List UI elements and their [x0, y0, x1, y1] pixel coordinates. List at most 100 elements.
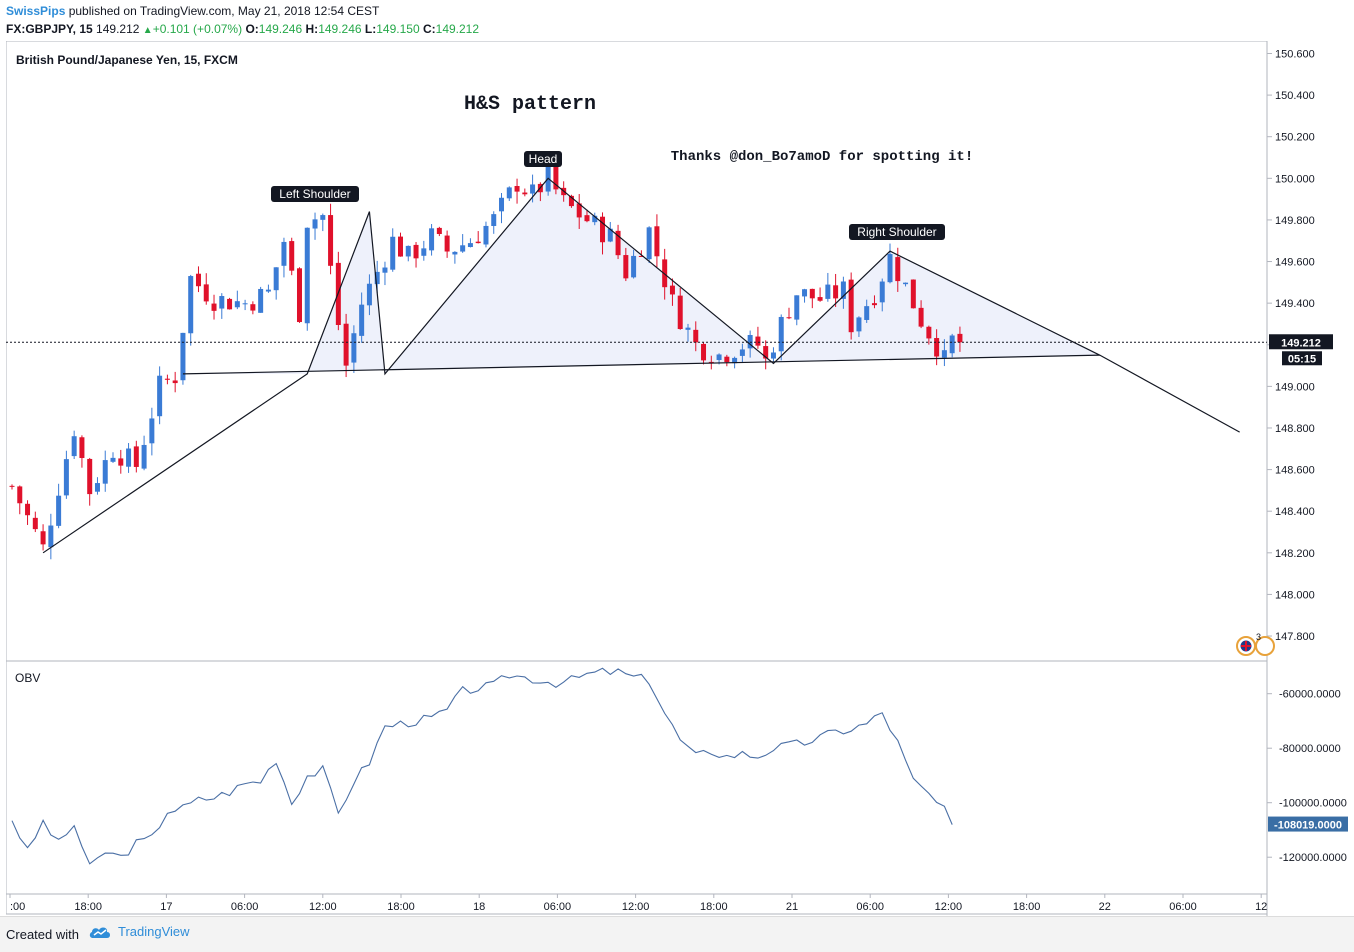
pattern-fill [182, 178, 1100, 374]
candle-body-49 [390, 236, 396, 270]
obv-tick-label-0: -60000.0000 [1279, 689, 1341, 701]
created-with-text: Created with [6, 927, 79, 942]
obv-axis-labels: -60000.0000 -80000.0000 -100000.0000 -12000… [1267, 689, 1347, 864]
candle-body-89 [701, 343, 707, 361]
candle-body-75 [592, 215, 598, 223]
left-shoulder-label: Left Shoulder [279, 187, 350, 201]
candle-body-102 [802, 289, 808, 297]
obv-series [11, 667, 953, 865]
label-right-shoulder: Right Shoulder [849, 224, 945, 240]
price-tick-label-0: 150.600 [1275, 48, 1315, 60]
obv-pane [6, 660, 1268, 895]
chart-title: British Pound/Japanese Yen, 15, FXCM [16, 53, 238, 67]
candle-body-61 [483, 225, 489, 245]
last-price-tag: 149.212 05:15 [1269, 334, 1333, 366]
candle-body-15 [126, 448, 132, 467]
price-tick-label-12: 148.200 [1275, 548, 1315, 560]
tradingview-link[interactable]: TradingView [88, 924, 190, 939]
candle-body-98 [770, 352, 776, 359]
candle-body-19 [157, 375, 163, 417]
candle-body-63 [499, 197, 505, 212]
candle-body-108 [848, 279, 854, 333]
hs-pattern [182, 178, 1100, 374]
candle-body-106 [833, 285, 839, 299]
time-tick-label-15: 06:00 [1169, 901, 1197, 913]
candle-body-55 [436, 227, 442, 235]
candle-body-28 [227, 298, 233, 310]
candle-body-14 [118, 458, 124, 466]
time-tick-label-4: 12:00 [309, 901, 337, 913]
candle-body-16 [133, 446, 139, 467]
tradingview-brand: TradingView [118, 924, 190, 939]
candle-body-46 [366, 283, 372, 306]
candle-body-80 [631, 255, 637, 278]
candle-body-84 [662, 259, 668, 288]
candle-body-7 [63, 459, 69, 496]
candle-body-12 [102, 460, 108, 484]
neckline [182, 354, 1100, 375]
candle-body-92 [724, 356, 730, 363]
cloud-logo-icon [89, 927, 110, 938]
candle-body-121 [949, 335, 955, 354]
head-label: Head [529, 152, 558, 166]
high-value: 149.246 [318, 22, 362, 36]
candle-body-97 [763, 346, 769, 359]
symbol-label: FX:GBPJPY, 15 [6, 22, 93, 36]
candle-body-22 [180, 332, 186, 381]
candle-body-78 [615, 230, 621, 256]
price-tick-label-10: 148.600 [1275, 465, 1315, 477]
time-tick-label-6: 18 [473, 901, 485, 913]
candle-body-105 [825, 284, 831, 299]
annotation-title: H&S pattern [464, 93, 596, 116]
candle-body-104 [817, 297, 823, 301]
price-tick-label-11: 148.400 [1275, 506, 1315, 518]
candle-body-26 [211, 303, 217, 311]
time-tick-label-0: :00 [10, 901, 25, 913]
candle-body-90 [708, 361, 714, 363]
high-label: H: [305, 22, 319, 36]
candle-body-109 [856, 317, 862, 332]
candle-body-76 [600, 216, 606, 243]
countdown-label: 05:15 [1288, 353, 1316, 365]
candle-body-94 [739, 349, 745, 356]
candle-body-64 [506, 187, 512, 199]
change-value: +0.101 (+0.07%) [152, 22, 243, 36]
candle-body-44 [351, 333, 357, 363]
candle-body-41 [328, 215, 334, 266]
ohlc-line: FX:GBPJPY, 15 149.212 ▲+0.101 (+0.07%) O… [6, 22, 479, 36]
candle-body-50 [398, 236, 403, 257]
candle-body-23 [188, 276, 194, 334]
obv-tick-label-3: -120000.0000 [1279, 852, 1347, 864]
candle-body-17 [141, 444, 147, 469]
candle-body-54 [429, 228, 435, 251]
candle-body-25 [203, 284, 209, 302]
candle-body-116 [910, 279, 916, 309]
candle-body-99 [778, 316, 784, 352]
time-tick-label-9: 18:00 [700, 901, 728, 913]
obv-line [11, 667, 953, 865]
flag-icon[interactable]: 3 [1236, 632, 1275, 656]
author-link[interactable]: SwissPips [6, 4, 66, 18]
candle-body-95 [747, 335, 753, 349]
candle-body-59 [467, 243, 473, 248]
candle-body-2 [25, 503, 31, 516]
time-tick-label-13: 18:00 [1013, 901, 1041, 913]
candle-body-110 [864, 306, 870, 320]
time-tick-label-2: 17 [160, 901, 172, 913]
candle-body-87 [685, 327, 691, 330]
annotation-thanks: Thanks @don_Bo7amoD for spotting it! [671, 149, 973, 165]
candle-body-40 [320, 215, 326, 220]
candle-body-66 [522, 192, 528, 195]
time-tick-label-14: 22 [1099, 901, 1111, 913]
label-head: Head [524, 151, 562, 167]
candle-body-107 [840, 281, 846, 299]
candle-body-43 [343, 323, 349, 366]
candle-body-9 [79, 437, 85, 459]
candle-body-32 [258, 288, 264, 313]
time-tick-label-5: 18:00 [387, 901, 415, 913]
candle-body-93 [732, 357, 738, 364]
candle-body-65 [514, 186, 520, 192]
pattern-zigzag [42, 177, 1240, 554]
chart-canvas[interactable]: 150.600 150.400 150.200 150.000 149.800 149.6… [6, 41, 1348, 916]
candle-body-115 [903, 282, 909, 285]
